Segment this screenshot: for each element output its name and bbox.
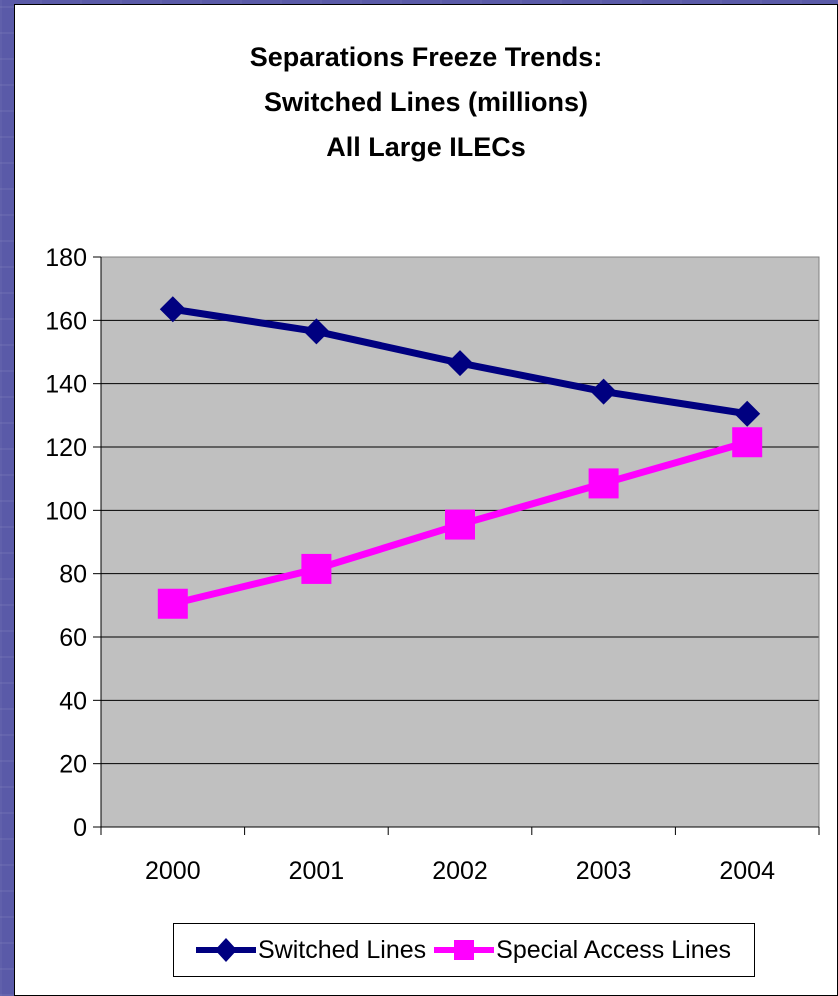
y-tick-label: 40 bbox=[59, 687, 87, 715]
y-tick-label: 180 bbox=[45, 244, 87, 272]
line-chart: 0 20 40 60 80 100 120 140 160 180 2000 2001 2002 2003… bbox=[45, 244, 820, 885]
data-point-special-access-lines bbox=[588, 468, 619, 499]
y-tick-label: 160 bbox=[45, 307, 87, 335]
y-tick-label: 20 bbox=[59, 751, 87, 779]
legend-label-special-access: Special Access Lines bbox=[496, 935, 732, 964]
chart-title: Separations Freeze Trends: Switched Line… bbox=[15, 35, 837, 170]
chart-title-line-1: Separations Freeze Trends: bbox=[249, 42, 603, 72]
legend-item-switched: Switched Lines bbox=[194, 935, 426, 965]
data-point-switched-lines bbox=[447, 350, 473, 377]
data-point-special-access-lines bbox=[157, 588, 188, 619]
y-tick-label: 60 bbox=[59, 624, 87, 652]
legend-item-special-access: Special Access Lines bbox=[432, 935, 731, 965]
y-tick-label: 100 bbox=[45, 497, 87, 525]
data-point-switched-lines bbox=[590, 378, 617, 405]
y-tick-label: 140 bbox=[45, 371, 87, 399]
chart-legend: Switched Lines Special Access Lines bbox=[173, 923, 755, 977]
plot-area bbox=[101, 257, 819, 827]
y-tick-label: 120 bbox=[45, 434, 87, 462]
data-point-special-access-lines bbox=[445, 509, 475, 540]
legend-label-switched: Switched Lines bbox=[258, 935, 427, 964]
data-point-special-access-lines bbox=[301, 553, 332, 584]
data-point-switched-lines bbox=[303, 318, 330, 345]
x-tick-label: 2001 bbox=[289, 857, 345, 885]
legend-swatch-switched bbox=[196, 938, 256, 962]
y-tick-label: 0 bbox=[73, 814, 87, 842]
data-point-switched-lines bbox=[734, 400, 761, 427]
chart-title-line-2: Switched Lines (millions) bbox=[263, 87, 589, 117]
data-point-switched-lines bbox=[159, 296, 186, 323]
chart-card: Separations Freeze Trends: Switched Line… bbox=[14, 4, 838, 996]
x-tick-label: 2000 bbox=[145, 857, 201, 885]
x-tick-label: 2003 bbox=[576, 857, 632, 885]
y-tick-label: 80 bbox=[59, 561, 87, 589]
data-point-special-access-lines bbox=[732, 427, 763, 458]
legend-swatch-special-access bbox=[434, 940, 495, 960]
chart-title-line-3: All Large ILECs bbox=[326, 132, 526, 162]
x-tick-label: 2004 bbox=[719, 857, 775, 885]
x-tick-label: 2002 bbox=[432, 857, 488, 885]
